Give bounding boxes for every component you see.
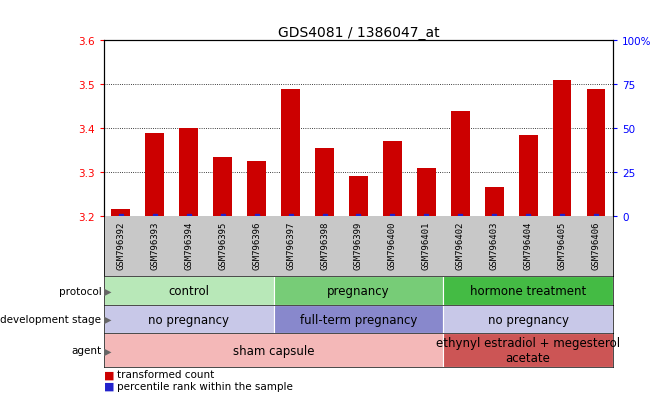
Title: GDS4081 / 1386047_at: GDS4081 / 1386047_at [277, 26, 440, 40]
Bar [485, 188, 504, 216]
Text: no pregnancy: no pregnancy [148, 313, 229, 326]
Text: GSM796398: GSM796398 [320, 221, 329, 270]
Text: GSM796394: GSM796394 [184, 221, 193, 270]
Bar [104, 277, 273, 305]
Bar [451, 112, 470, 216]
Bar [111, 210, 130, 216]
Text: control: control [168, 285, 209, 297]
Text: GSM796393: GSM796393 [150, 221, 159, 270]
Bar [281, 90, 300, 216]
Bar [444, 305, 613, 334]
Text: GSM796404: GSM796404 [524, 221, 533, 270]
Text: ▶: ▶ [104, 314, 111, 324]
Bar [273, 305, 444, 334]
Bar [145, 133, 164, 216]
Text: pregnancy: pregnancy [327, 285, 390, 297]
Text: GSM796396: GSM796396 [252, 221, 261, 270]
Bar [104, 334, 444, 368]
Text: no pregnancy: no pregnancy [488, 313, 569, 326]
Text: GSM796401: GSM796401 [422, 221, 431, 270]
Bar [213, 157, 232, 216]
Bar [273, 277, 444, 305]
Bar [587, 90, 606, 216]
Text: hormone treatment: hormone treatment [470, 285, 586, 297]
Text: protocol: protocol [58, 286, 101, 296]
Text: sham capsule: sham capsule [233, 344, 314, 357]
Text: full-term pregnancy: full-term pregnancy [299, 313, 417, 326]
Text: GSM796405: GSM796405 [557, 221, 567, 270]
Text: GSM796400: GSM796400 [388, 221, 397, 270]
Text: GSM796406: GSM796406 [592, 221, 600, 270]
Text: percentile rank within the sample: percentile rank within the sample [117, 381, 293, 391]
Bar [417, 169, 436, 216]
Bar [444, 334, 613, 368]
Text: ethynyl estradiol + megesterol
acetate: ethynyl estradiol + megesterol acetate [436, 337, 620, 365]
Bar [444, 277, 613, 305]
Text: GSM796392: GSM796392 [117, 221, 125, 270]
Bar [553, 81, 572, 216]
Text: ▶: ▶ [104, 286, 111, 296]
Text: GSM796399: GSM796399 [354, 221, 363, 270]
Bar [104, 305, 273, 334]
Text: GSM796397: GSM796397 [286, 221, 295, 270]
Bar [315, 149, 334, 216]
Text: ■: ■ [104, 381, 118, 391]
Bar [349, 177, 368, 216]
Text: GSM796402: GSM796402 [456, 221, 465, 270]
Text: GSM796395: GSM796395 [218, 221, 227, 270]
Text: transformed count: transformed count [117, 370, 214, 380]
Text: ▶: ▶ [104, 346, 111, 356]
Bar [383, 142, 402, 216]
Bar [247, 162, 266, 216]
Bar [519, 135, 537, 216]
Text: ■: ■ [104, 370, 118, 380]
Text: GSM796403: GSM796403 [490, 221, 498, 270]
Text: agent: agent [71, 346, 101, 356]
Text: development stage: development stage [0, 314, 101, 324]
Bar [180, 129, 198, 216]
